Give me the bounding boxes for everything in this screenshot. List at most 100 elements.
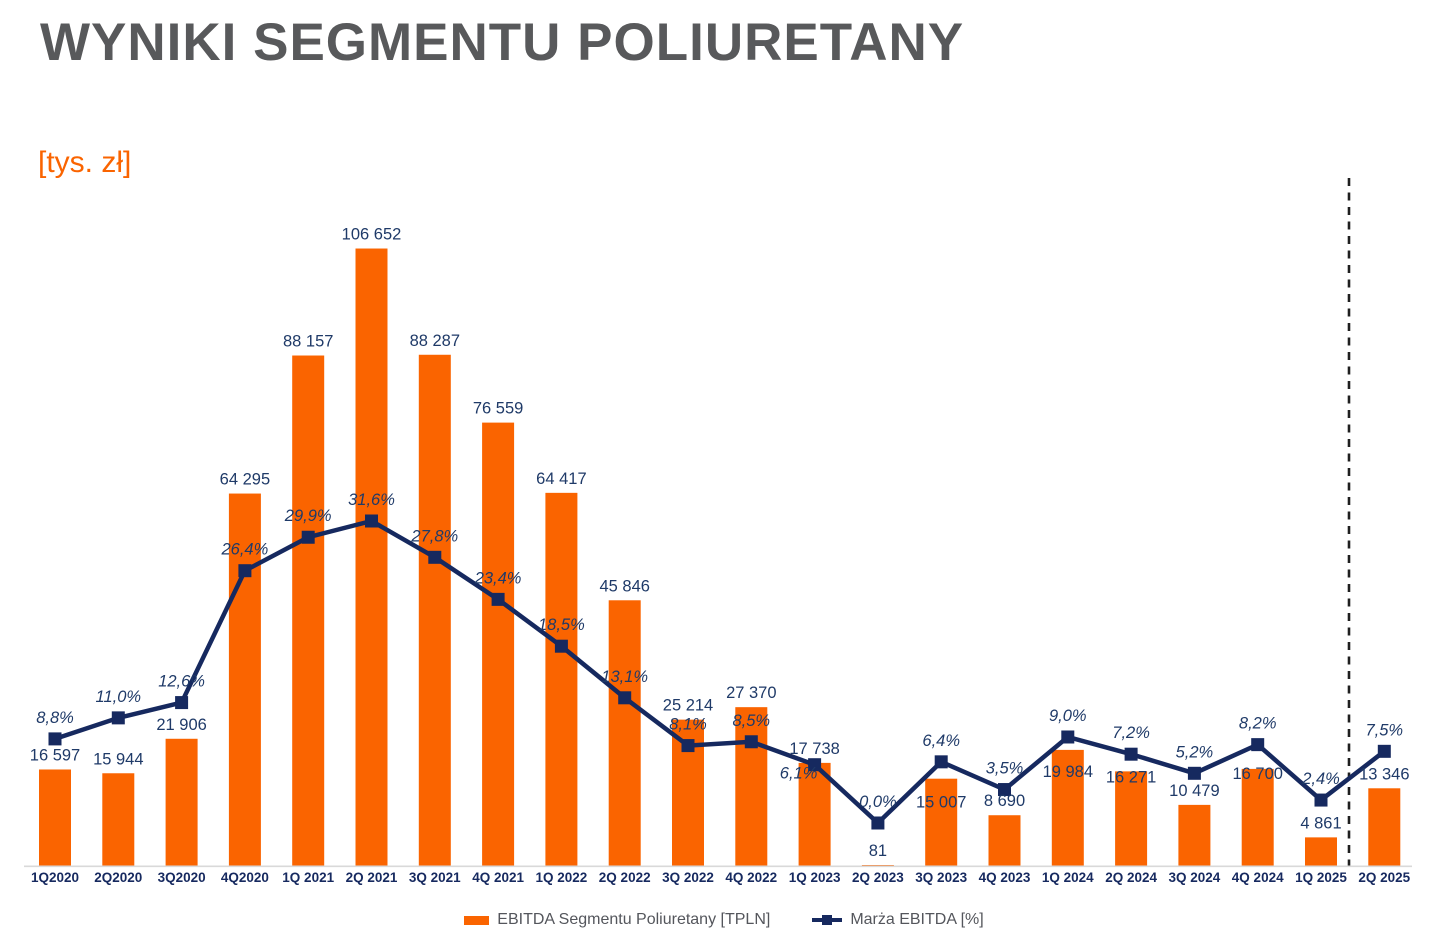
ebitda-bar	[228, 493, 261, 866]
marza-marker	[1251, 738, 1265, 752]
x-axis-label: 1Q 2025	[1295, 870, 1347, 885]
x-axis-label: 2Q 2024	[1105, 870, 1157, 885]
x-axis-label: 4Q 2021	[472, 870, 524, 885]
ebitda-value-label: 76 559	[473, 400, 523, 418]
x-axis-label: 2Q 2025	[1358, 870, 1410, 885]
x-axis-label: 4Q2020	[221, 870, 269, 885]
legend-item-label: EBITDA Segmentu Poliuretany [TPLN]	[497, 911, 771, 928]
legend-item-ebitda: EBITDA Segmentu Poliuretany [TPLN]	[464, 911, 770, 929]
ebitda-value-label: 88 287	[410, 332, 460, 350]
ebitda-value-label: 15 944	[93, 750, 143, 768]
marza-percent-label: 23,4%	[474, 569, 522, 587]
ebitda-bar	[925, 778, 958, 866]
x-axis-label: 4Q 2024	[1232, 870, 1284, 885]
marza-percent-label: 11,0%	[96, 688, 142, 706]
marza-marker	[365, 514, 378, 528]
marza-percent-label: 27,8%	[410, 527, 458, 545]
ebitda-value-label: 17 738	[789, 740, 839, 758]
marza-marker	[808, 758, 822, 772]
ebitda-value-label: 16 597	[30, 746, 80, 764]
marza-line	[54, 518, 1386, 827]
marza-marker	[428, 550, 442, 564]
marza-marker	[1124, 747, 1138, 761]
marza-marker	[681, 739, 695, 753]
legend-item-marza: Marża EBITDA [%]	[812, 911, 984, 929]
marza-percent-label: 7,2%	[1112, 724, 1150, 742]
marza-marker	[934, 755, 948, 769]
ebitda-value-label: 25 214	[663, 697, 713, 715]
marza-marker	[1377, 744, 1391, 758]
marza-marker	[48, 732, 62, 746]
ebitda-value-label: 21 906	[156, 716, 206, 734]
x-axis-label: 2Q2020	[94, 870, 142, 885]
x-axis-label: 3Q 2021	[409, 870, 461, 885]
x-axis-label: 4Q 2023	[979, 870, 1031, 885]
x-axis-label: 3Q2020	[158, 870, 206, 885]
marza-line-marker-icon	[812, 913, 843, 927]
chart-legend: EBITDA Segmentu Poliuretany [TPLN] Marża…	[0, 906, 1448, 934]
ebitda-value-label: 27 370	[726, 684, 776, 702]
ebitda-value-label: 10 479	[1169, 782, 1219, 800]
marza-marker	[744, 735, 758, 749]
marza-percent-label: 8,8%	[36, 709, 74, 727]
ebitda-bar	[1368, 788, 1401, 866]
unit-label: [tys. zł]	[38, 146, 132, 179]
marza-marker	[1061, 730, 1075, 744]
marza-percent-label: 5,2%	[1176, 743, 1214, 761]
ebitda-value-label: 64 295	[220, 471, 270, 489]
marza-percent-label: 8,1%	[669, 716, 707, 734]
ebitda-bar	[418, 354, 451, 866]
marza-percent-label: 2,4%	[1301, 770, 1340, 788]
ebitda-value-label: 88 157	[283, 333, 333, 351]
marza-percent-label: 3,5%	[986, 760, 1024, 778]
ebitda-value-label: 45 846	[599, 577, 649, 595]
x-axis-label: 4Q 2022	[725, 870, 777, 885]
x-axis-label: 1Q 2023	[789, 870, 841, 885]
marza-marker	[998, 783, 1011, 797]
legend-item-label: Marża EBITDA [%]	[850, 911, 984, 928]
marza-percent-label: 6,4%	[922, 732, 960, 750]
marza-percent-label: 8,5%	[732, 712, 770, 730]
ebitda-bar	[798, 762, 831, 866]
x-axis-label: 3Q 2022	[662, 870, 714, 885]
ebitda-bar	[1241, 768, 1274, 866]
x-axis-label: 1Q 2021	[282, 870, 334, 885]
ebitda-bar	[1178, 804, 1211, 866]
marza-marker	[618, 691, 632, 705]
x-axis-label: 1Q 2022	[536, 870, 588, 885]
marza-percent-label: 9,0%	[1049, 707, 1087, 725]
ebitda-bar	[608, 600, 641, 866]
marza-percent-label: 29,9%	[284, 507, 332, 525]
ebitda-value-label: 8 690	[984, 792, 1025, 810]
x-axis-label: 1Q 2024	[1042, 870, 1094, 885]
marza-percent-label: 18,5%	[538, 616, 585, 634]
marza-marker	[238, 564, 252, 578]
marza-percent-label: 26,4%	[221, 541, 269, 559]
marza-percent-label: 31,6%	[348, 491, 395, 509]
marza-marker	[111, 711, 125, 725]
marza-marker	[1187, 766, 1201, 780]
x-axis-label: 1Q2020	[31, 870, 79, 885]
ebitda-bar	[292, 355, 325, 866]
marza-marker	[491, 592, 505, 606]
marza-percent-label: 12,6%	[158, 673, 205, 691]
ebitda-bar	[482, 422, 515, 866]
x-axis-label: 2Q 2022	[599, 870, 651, 885]
marza-marker	[871, 816, 885, 830]
ebitda-bar	[545, 492, 578, 866]
marza-percent-label: 7,5%	[1365, 721, 1403, 739]
x-axis-label: 3Q 2023	[915, 870, 967, 885]
ebitda-bar	[1051, 749, 1084, 866]
ebitda-bar	[355, 248, 388, 866]
ebitda-bar	[165, 738, 198, 866]
ebitda-bar	[102, 773, 135, 866]
ebitda-value-label: 16 271	[1106, 768, 1156, 786]
x-axis-label: 3Q 2024	[1169, 870, 1221, 885]
chart-title: WYNIKI SEGMENTU POLIURETANY	[40, 13, 965, 72]
ebitda-value-label: 81	[869, 842, 887, 860]
ebitda-bar	[1305, 837, 1337, 866]
ebitda-value-label: 106 652	[342, 226, 402, 244]
x-axis-label: 2Q 2023	[852, 870, 904, 885]
ebitda-bar	[39, 769, 71, 866]
